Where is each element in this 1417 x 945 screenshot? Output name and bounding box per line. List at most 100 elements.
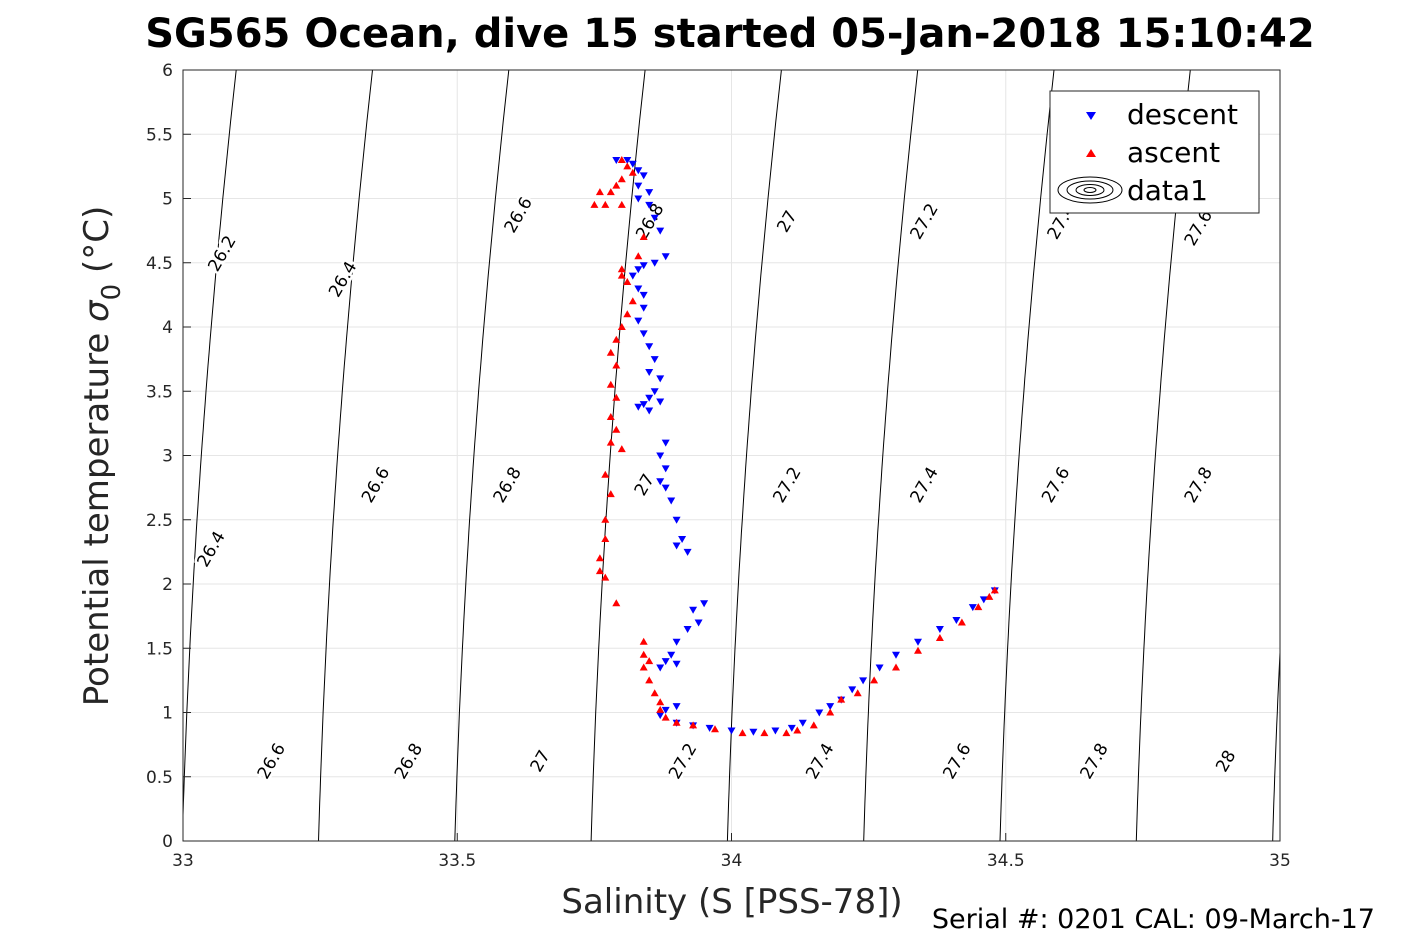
ascent-point — [974, 603, 983, 611]
ascent-point — [601, 573, 610, 581]
legend-item-ascent: ascent — [1086, 136, 1220, 169]
descent-point — [634, 195, 643, 203]
ascent-point — [617, 323, 626, 330]
descent-point — [634, 285, 643, 293]
density-contour-line — [454, 70, 510, 841]
descent-point — [672, 703, 681, 711]
descent-point — [859, 677, 868, 685]
descent-point — [645, 394, 654, 402]
ascent-point — [623, 162, 632, 170]
ascent-point — [601, 515, 610, 523]
descent-series — [612, 157, 999, 736]
density-contour-line — [999, 70, 1055, 841]
ascent-point — [639, 233, 648, 240]
descent-point — [683, 626, 692, 633]
ascent-point — [595, 567, 604, 575]
ascent-point — [935, 634, 944, 641]
x-tick-label: 33.5 — [438, 851, 476, 871]
legend-contour-icon — [1057, 176, 1123, 204]
descent-point — [798, 719, 807, 727]
ascent-point — [612, 361, 621, 369]
descent-point — [639, 304, 648, 312]
descent-point — [623, 157, 632, 164]
ascent-point — [837, 695, 846, 703]
legend-descent-label: descent — [1127, 98, 1238, 131]
descent-point — [935, 626, 944, 633]
y-tick-label: 4.5 — [146, 254, 173, 274]
ascent-point — [617, 200, 626, 208]
descent-point — [787, 724, 796, 732]
ascent-point — [639, 637, 648, 645]
descent-point — [656, 398, 665, 406]
descent-point — [656, 712, 665, 720]
descent-point — [656, 452, 665, 460]
ascent-point — [689, 721, 698, 729]
ascent-point — [809, 721, 818, 729]
descent-point — [634, 403, 643, 411]
x-tick-label: 33 — [172, 851, 194, 871]
ascent-point — [661, 713, 670, 721]
ascent-point — [793, 726, 802, 734]
descent-point — [645, 201, 654, 209]
descent-point — [645, 369, 654, 376]
ascent-point — [634, 252, 643, 260]
x-tick-label: 34.5 — [987, 851, 1025, 871]
ascent-point — [760, 729, 769, 737]
descent-point — [645, 343, 654, 351]
descent-point — [656, 227, 665, 235]
y-axis-label-subscript: 0 — [97, 284, 127, 301]
descent-point — [661, 658, 670, 666]
ascent-point — [601, 470, 610, 478]
legend: descent ascent data1 — [1049, 90, 1260, 214]
descent-point — [892, 651, 900, 659]
descent-point — [639, 291, 648, 299]
ascent-point — [612, 599, 621, 607]
ascent-point — [628, 168, 637, 176]
descent-point — [848, 686, 857, 694]
ascent-point — [612, 425, 621, 433]
ascent-point — [606, 413, 615, 420]
ascent-point — [957, 618, 966, 626]
ascent-point — [656, 698, 665, 706]
density-contour-line — [318, 70, 373, 841]
descent-point — [979, 596, 988, 604]
ascent-point — [870, 676, 879, 684]
descent-point — [678, 536, 687, 543]
ascent-point — [914, 646, 922, 654]
descent-point — [952, 617, 961, 624]
ascent-point — [617, 271, 626, 279]
y-axis-label-main: Potential temperature — [77, 322, 117, 706]
legend-data1-label: data1 — [1127, 174, 1208, 207]
legend-ascent-marker — [1086, 149, 1096, 157]
y-tick-label: 4 — [162, 318, 173, 338]
descent-point — [650, 259, 659, 267]
descent-point — [650, 388, 659, 396]
descent-point — [650, 214, 659, 222]
x-axis-label: Salinity (S [PSS-78]) — [561, 882, 902, 922]
descent-point — [661, 465, 670, 473]
ascent-point — [612, 393, 621, 401]
ascent-point — [617, 156, 626, 163]
descent-point — [634, 317, 643, 325]
descent-point — [612, 157, 621, 164]
descent-point — [661, 253, 670, 261]
ascent-point — [826, 708, 835, 716]
descent-point — [826, 703, 835, 711]
ascent-point — [639, 650, 648, 658]
descent-point — [656, 664, 665, 672]
y-tick-label: 0 — [162, 832, 173, 852]
ascent-point — [782, 729, 791, 737]
ascent-point — [606, 348, 615, 356]
legend-descent-marker — [1086, 112, 1096, 120]
ascent-point — [656, 705, 665, 713]
ascent-point — [711, 725, 719, 733]
ascent-point — [990, 586, 999, 594]
descent-point — [727, 727, 736, 735]
y-tick-label: 1 — [162, 704, 173, 724]
ascent-point — [853, 689, 862, 697]
ascent-point — [639, 663, 648, 671]
legend-item-descent: descent — [1086, 98, 1238, 131]
ascent-point — [606, 490, 615, 498]
descent-point — [661, 706, 670, 714]
